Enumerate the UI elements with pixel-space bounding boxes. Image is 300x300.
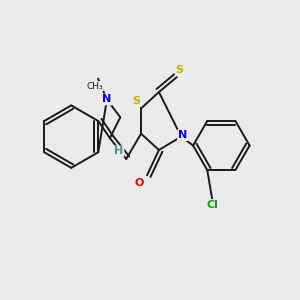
Text: Cl: Cl <box>206 200 218 210</box>
Text: O: O <box>135 178 144 188</box>
Text: CH₃: CH₃ <box>87 82 103 91</box>
Text: S: S <box>133 96 141 106</box>
Text: H: H <box>114 146 123 157</box>
Text: N: N <box>178 130 187 140</box>
Text: S: S <box>176 65 184 75</box>
Text: N: N <box>102 94 112 104</box>
